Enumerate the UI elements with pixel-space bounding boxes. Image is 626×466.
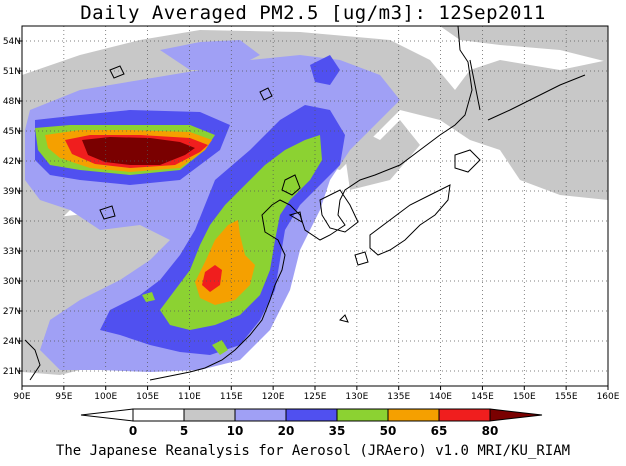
x-tick-label: 115E [220, 392, 243, 402]
x-tick-label: 150E [513, 392, 536, 402]
y-tick-label: 54N [3, 37, 21, 47]
colorbar-low-arrow [80, 408, 134, 422]
x-tick-label: 110E [178, 392, 201, 402]
field-80-plus [82, 137, 195, 165]
colorbar-segment [438, 408, 491, 422]
x-tick-label: 100E [94, 392, 117, 402]
x-tick-label: 145E [471, 392, 494, 402]
y-tick-label: 48N [3, 97, 21, 107]
x-tick-label: 120E [262, 392, 285, 402]
x-tick-label: 95E [55, 392, 72, 402]
y-tick-label: 51N [3, 67, 21, 77]
map-title: Daily Averaged PM2.5 [ug/m3]: 12Sep2011 [80, 2, 546, 24]
map-gridlines [22, 26, 608, 386]
colorbar-segment [285, 408, 338, 422]
y-axis-ticks: 21N 24N 27N 30N 33N 36N 39N 42N 45N 48N 51N 54N [3, 37, 22, 377]
x-tick-label: 90E [13, 392, 30, 402]
y-tick-label: 33N [3, 247, 21, 257]
colorbar-segment [234, 408, 287, 422]
colorbar-label: 50 [380, 424, 397, 438]
x-tick-label: 160E [597, 392, 620, 402]
colorbar-label: 65 [431, 424, 448, 438]
colorbar: 0 5 10 20 35 50 65 80 [80, 408, 543, 438]
y-tick-label: 24N [3, 337, 21, 347]
x-tick-label: 135E [387, 392, 410, 402]
colorbar-label: 0 [129, 424, 137, 438]
coastlines [24, 26, 586, 381]
x-tick-label: 140E [429, 392, 452, 402]
colorbar-label: 35 [329, 424, 346, 438]
colorbar-label: 80 [482, 424, 499, 438]
colorbar-segment [183, 408, 236, 422]
y-tick-label: 30N [3, 277, 21, 287]
x-tick-label: 125E [304, 392, 327, 402]
colorbar-segment [336, 408, 389, 422]
y-tick-label: 21N [3, 367, 21, 377]
y-tick-label: 27N [3, 307, 21, 317]
colorbar-segment [132, 408, 185, 422]
colorbar-high-arrow [489, 408, 543, 422]
x-tick-label: 130E [345, 392, 368, 402]
colorbar-segment [387, 408, 440, 422]
x-axis-ticks: 90E 95E 100E 105E 110E 115E 120E 125E 130E 135E 14… [13, 386, 620, 402]
credit-line: The Japanese Reanalysis for Aerosol (JRA… [55, 443, 571, 459]
y-tick-label: 36N [3, 217, 21, 227]
x-tick-label: 105E [136, 392, 159, 402]
colorbar-label: 20 [278, 424, 295, 438]
y-tick-label: 42N [3, 157, 21, 167]
y-tick-label: 39N [3, 187, 21, 197]
colorbar-label: 5 [180, 424, 188, 438]
colorbar-label: 10 [227, 424, 244, 438]
x-tick-label: 155E [555, 392, 578, 402]
y-tick-label: 45N [3, 127, 21, 137]
